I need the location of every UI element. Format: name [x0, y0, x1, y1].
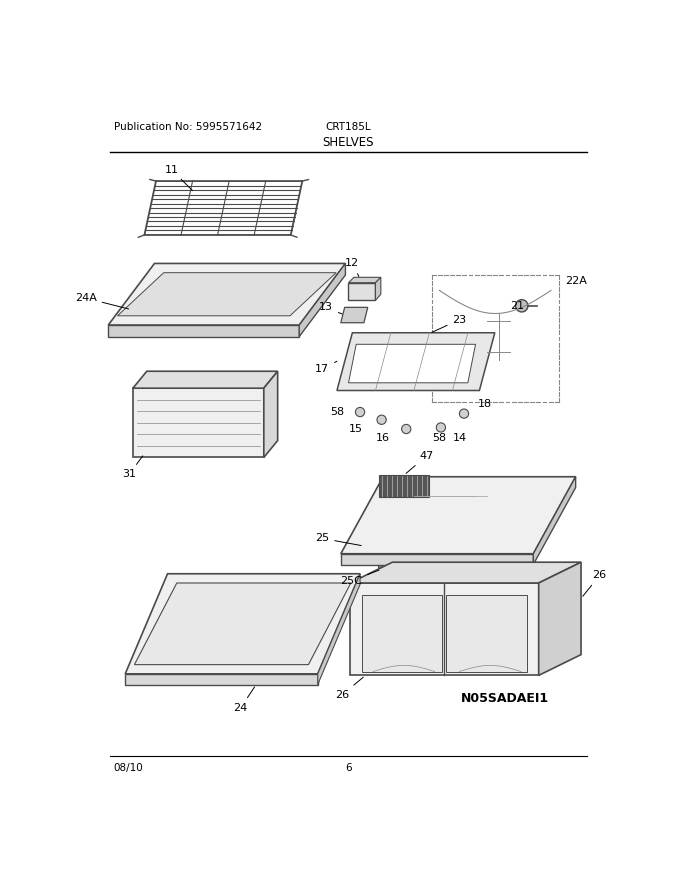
- Polygon shape: [264, 371, 277, 458]
- Polygon shape: [125, 674, 318, 685]
- Text: 47: 47: [406, 451, 434, 473]
- Text: 12: 12: [345, 259, 360, 276]
- Polygon shape: [135, 583, 351, 664]
- Polygon shape: [337, 333, 495, 391]
- Polygon shape: [125, 574, 360, 674]
- Polygon shape: [539, 562, 581, 676]
- Text: 13: 13: [319, 303, 342, 314]
- Text: 08/10: 08/10: [114, 763, 143, 773]
- Bar: [378, 565, 394, 573]
- Text: 14: 14: [452, 433, 466, 444]
- Text: 58: 58: [330, 407, 345, 417]
- Circle shape: [420, 334, 439, 352]
- Polygon shape: [299, 263, 345, 336]
- Text: 21: 21: [510, 301, 524, 311]
- Circle shape: [460, 409, 469, 418]
- Circle shape: [377, 415, 386, 424]
- Text: 58: 58: [432, 433, 447, 444]
- Polygon shape: [350, 583, 539, 676]
- Text: 16: 16: [376, 433, 390, 444]
- Polygon shape: [362, 595, 442, 671]
- Polygon shape: [375, 277, 381, 300]
- Polygon shape: [533, 477, 576, 565]
- Polygon shape: [350, 562, 581, 583]
- Text: 6: 6: [345, 763, 352, 773]
- Polygon shape: [108, 325, 299, 336]
- Polygon shape: [348, 282, 375, 300]
- Circle shape: [425, 338, 434, 348]
- Circle shape: [437, 422, 445, 432]
- Polygon shape: [446, 595, 527, 671]
- Circle shape: [402, 424, 411, 434]
- Polygon shape: [348, 277, 381, 282]
- Polygon shape: [341, 477, 576, 554]
- Text: 15: 15: [350, 424, 363, 434]
- Polygon shape: [341, 307, 368, 323]
- Polygon shape: [133, 371, 277, 388]
- Polygon shape: [318, 574, 360, 685]
- Text: 22A: 22A: [565, 276, 587, 286]
- Text: 11: 11: [165, 165, 192, 191]
- Text: 26: 26: [583, 570, 607, 597]
- Text: 24: 24: [233, 687, 254, 713]
- Text: Publication No: 5995571642: Publication No: 5995571642: [114, 122, 262, 132]
- Circle shape: [356, 407, 364, 416]
- Text: 26: 26: [335, 678, 363, 700]
- Text: 23: 23: [432, 315, 466, 333]
- Polygon shape: [108, 263, 345, 325]
- Polygon shape: [348, 344, 475, 383]
- Text: SHELVES: SHELVES: [323, 136, 374, 149]
- Circle shape: [515, 299, 528, 312]
- Polygon shape: [341, 554, 533, 565]
- Polygon shape: [118, 273, 336, 316]
- Text: CRT185L: CRT185L: [326, 122, 371, 132]
- Polygon shape: [379, 475, 429, 496]
- Text: 24A: 24A: [75, 293, 129, 309]
- Text: 25C: 25C: [341, 570, 379, 586]
- Text: 17: 17: [315, 362, 337, 374]
- Text: 18: 18: [478, 400, 492, 409]
- Text: 31: 31: [122, 456, 143, 480]
- Text: 25: 25: [315, 533, 361, 546]
- Text: N05SADAEI1: N05SADAEI1: [460, 692, 549, 705]
- Polygon shape: [133, 388, 264, 458]
